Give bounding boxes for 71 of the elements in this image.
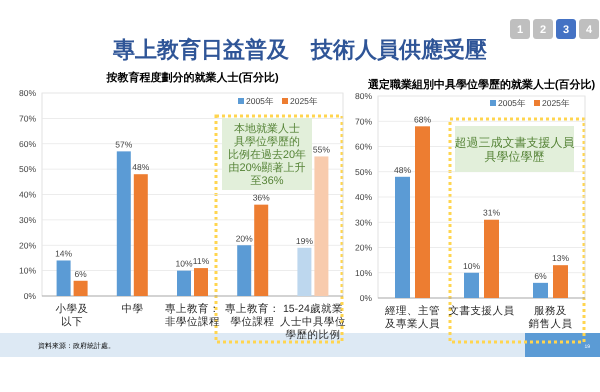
bar bbox=[116, 151, 131, 296]
data-label: 6% bbox=[534, 270, 548, 281]
x-tick-label: 文書支援人員 bbox=[448, 304, 514, 317]
y-tick-label: 40% bbox=[354, 192, 372, 202]
button: 1 bbox=[510, 19, 530, 39]
data-label: 36% bbox=[252, 192, 270, 203]
legend-label: 2025年 bbox=[290, 96, 318, 106]
data-label: 14% bbox=[55, 248, 73, 258]
chart-title: 選定職業組別中具學位學歷的就業人士(百分比) bbox=[366, 78, 596, 91]
chart-title: 按教育程度劃分的就業人士(百分比) bbox=[105, 71, 279, 84]
annotation: 超過三成文書支援人員具學位學歷 bbox=[454, 136, 574, 164]
y-tick-label: 50% bbox=[18, 164, 36, 174]
bar bbox=[74, 280, 88, 296]
y-tick-label: 70% bbox=[354, 116, 372, 126]
y-tick-label: 20% bbox=[354, 242, 372, 252]
y-tick-label: 20% bbox=[18, 240, 36, 250]
y-tick-label: 30% bbox=[354, 217, 372, 228]
y-tick-label: 10% bbox=[18, 266, 36, 276]
x-tick-label: 服務及銷售人員 bbox=[528, 305, 572, 330]
y-tick-label: 40% bbox=[18, 190, 36, 200]
x-tick-label: 專上教育：學位課程 bbox=[225, 302, 280, 328]
data-label: 11% bbox=[192, 256, 210, 266]
bar bbox=[395, 176, 410, 298]
data-label: 13% bbox=[552, 253, 570, 264]
x-tick-label: 15-24歲就業人士中具學位學歷的比例 bbox=[280, 302, 346, 341]
data-label: 10% bbox=[175, 258, 193, 269]
bar bbox=[237, 245, 252, 296]
bar bbox=[194, 268, 208, 296]
bar bbox=[484, 220, 499, 298]
bar bbox=[533, 282, 548, 298]
x-tick-label: 專上教育：非學位課程 bbox=[165, 302, 220, 328]
annotation: 本地就業人士具學位學歷的比例在過去20年由20%顯著上升至36% bbox=[228, 122, 306, 187]
legend-label: 2005年 bbox=[246, 96, 274, 106]
y-tick-label: 0% bbox=[360, 293, 372, 303]
y-tick-label: 60% bbox=[354, 142, 372, 152]
data-label: 57% bbox=[115, 139, 133, 150]
data-label: 48% bbox=[132, 162, 150, 172]
y-tick-label: 0% bbox=[24, 291, 36, 301]
bar bbox=[464, 272, 479, 298]
data-label: 68% bbox=[414, 114, 432, 124]
legend-label: 2005年 bbox=[498, 98, 526, 108]
bar bbox=[553, 265, 568, 298]
y-tick-label: 70% bbox=[18, 113, 36, 124]
y-tick-label: 80% bbox=[354, 91, 372, 101]
data-label: 20% bbox=[236, 233, 254, 244]
y-tick-label: 50% bbox=[354, 166, 372, 177]
legend-label: 2025年 bbox=[542, 98, 570, 108]
y-tick-label: 80% bbox=[18, 88, 36, 98]
data-label: 31% bbox=[482, 208, 500, 218]
y-tick-label: 60% bbox=[18, 138, 36, 149]
data-label: 6% bbox=[74, 268, 88, 279]
text: 專上教育日益普及 技術人員供應受壓 bbox=[112, 37, 488, 62]
x-tick-label: 經理、主管及專業人員 bbox=[384, 304, 440, 330]
data-label: 55% bbox=[312, 144, 330, 154]
bar bbox=[314, 156, 328, 296]
button: 4 bbox=[579, 19, 599, 39]
y-tick-label: 10% bbox=[354, 268, 372, 278]
y-tick-label: 30% bbox=[18, 214, 36, 225]
x-tick-label: 小學及以下 bbox=[56, 302, 89, 328]
bar bbox=[415, 126, 430, 298]
data-label: 19% bbox=[296, 236, 314, 246]
bar bbox=[254, 204, 268, 296]
data-label: 48% bbox=[394, 164, 412, 175]
bar bbox=[297, 248, 312, 296]
button: 3 bbox=[556, 19, 576, 39]
bar bbox=[134, 174, 148, 296]
button: 2 bbox=[533, 19, 553, 39]
x-tick-label: 中學 bbox=[121, 302, 144, 315]
bar bbox=[56, 260, 71, 296]
bar bbox=[177, 270, 191, 296]
data-label: 10% bbox=[462, 260, 480, 271]
